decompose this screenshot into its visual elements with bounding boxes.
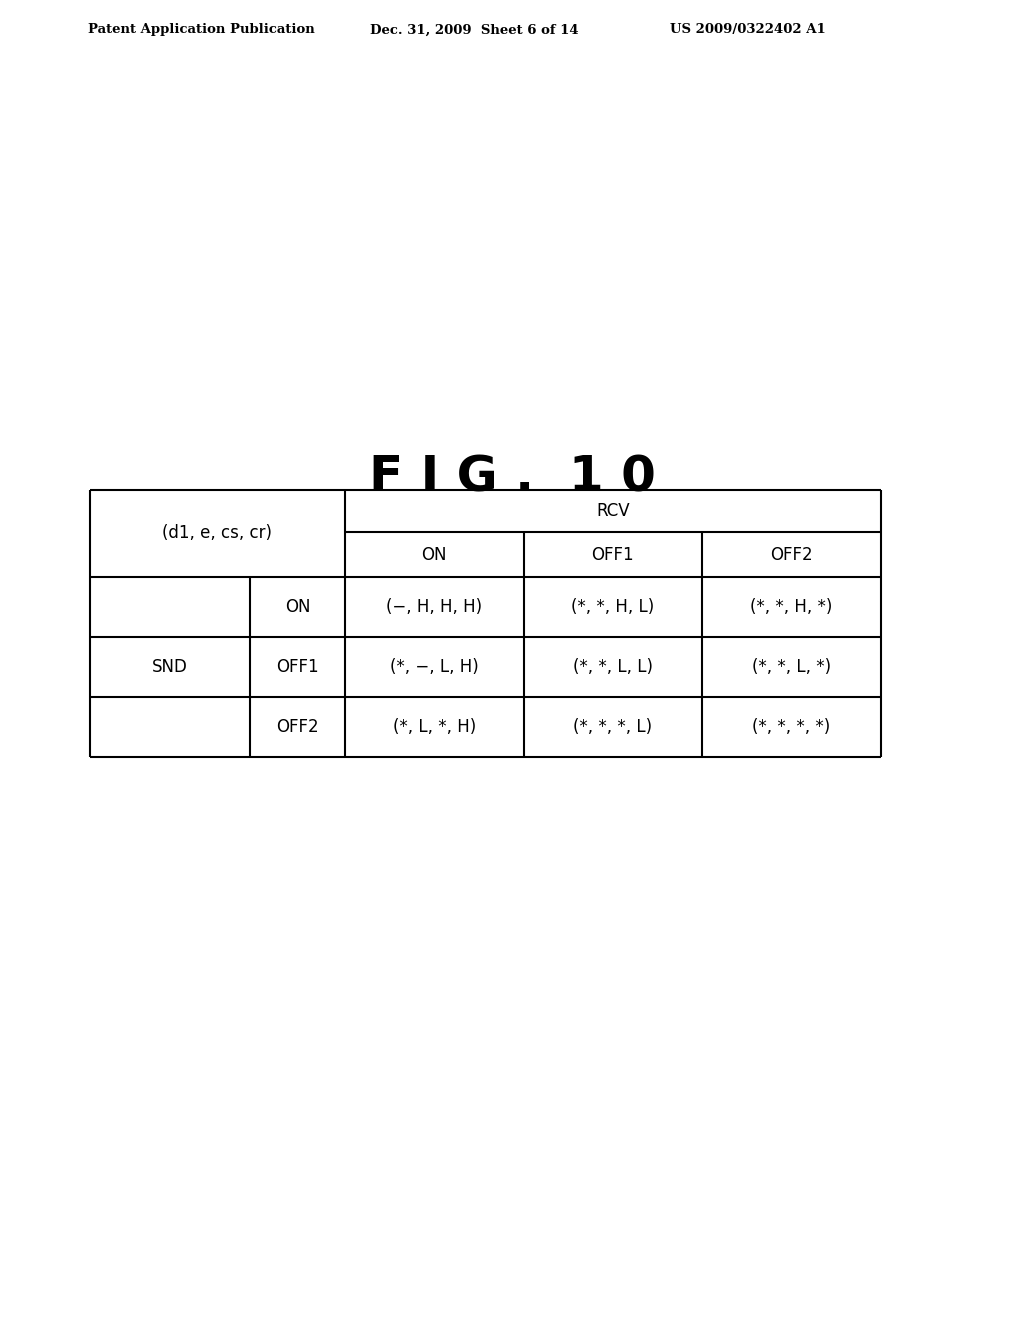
Text: SND: SND xyxy=(152,657,188,676)
Text: (*, *, H, L): (*, *, H, L) xyxy=(571,598,654,616)
Text: US 2009/0322402 A1: US 2009/0322402 A1 xyxy=(670,24,825,37)
Text: (*, *, L, L): (*, *, L, L) xyxy=(572,657,652,676)
Text: (*, *, H, *): (*, *, H, *) xyxy=(751,598,833,616)
Text: ON: ON xyxy=(285,598,310,616)
Text: OFF2: OFF2 xyxy=(276,718,318,737)
Text: (d1, e, cs, cr): (d1, e, cs, cr) xyxy=(163,524,272,543)
Text: Dec. 31, 2009  Sheet 6 of 14: Dec. 31, 2009 Sheet 6 of 14 xyxy=(370,24,579,37)
Text: F I G .  1 0: F I G . 1 0 xyxy=(369,454,655,502)
Text: (*, L, *, H): (*, L, *, H) xyxy=(392,718,476,737)
Text: (−, H, H, H): (−, H, H, H) xyxy=(386,598,482,616)
Text: (*, −, L, H): (*, −, L, H) xyxy=(390,657,478,676)
Text: (*, *, L, *): (*, *, L, *) xyxy=(752,657,830,676)
Text: ON: ON xyxy=(422,545,447,564)
Text: OFF1: OFF1 xyxy=(592,545,634,564)
Text: (*, *, *, L): (*, *, *, L) xyxy=(573,718,652,737)
Text: OFF1: OFF1 xyxy=(276,657,318,676)
Text: OFF2: OFF2 xyxy=(770,545,813,564)
Text: RCV: RCV xyxy=(596,502,630,520)
Text: (*, *, *, *): (*, *, *, *) xyxy=(753,718,830,737)
Text: Patent Application Publication: Patent Application Publication xyxy=(88,24,314,37)
